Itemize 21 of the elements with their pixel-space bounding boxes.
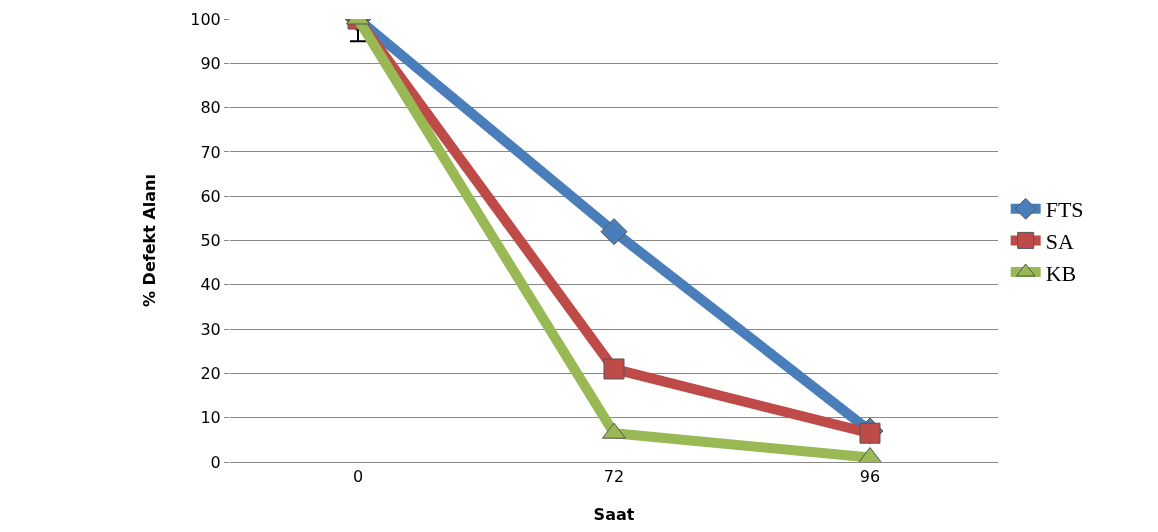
y-tick-label: 30 [200,319,221,339]
y-tick-label: 70 [200,142,221,162]
legend-label: KB [1045,260,1077,286]
y-axis-title: % Defekt Alanı [140,174,160,307]
legend-label: SA [1045,228,1074,254]
y-tick-label: 90 [200,53,221,73]
y-tick-label: 0 [210,452,221,472]
point [603,358,625,380]
y-tick-label: 40 [200,275,221,295]
x-tick-label: 0 [352,467,364,487]
y-tick-label: 20 [200,364,221,383]
point [600,218,628,246]
y-tick-label: 60 [200,186,221,206]
x-axis-title: Saat [593,505,635,524]
y-tick-label: 10 [200,408,221,428]
y-tick-label: 80 [200,98,221,118]
legend-label: FTS [1045,197,1084,223]
x-tick-label: 72 [603,467,625,487]
y-tick-label: 50 [200,231,221,251]
x-tick-label: 96 [859,467,881,487]
y-tick-label: 100 [190,9,221,29]
